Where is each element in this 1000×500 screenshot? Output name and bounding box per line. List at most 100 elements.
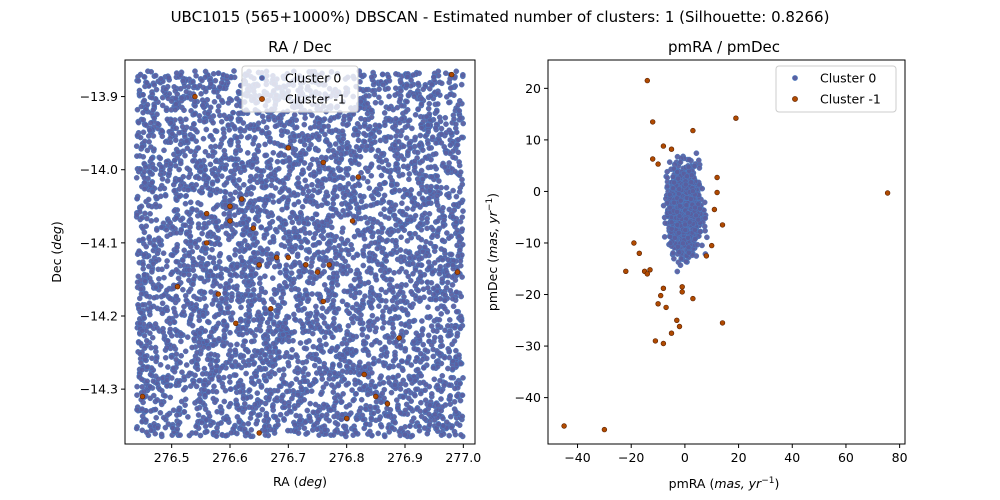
cluster-0-point [439, 342, 446, 349]
cluster-0-point [172, 162, 179, 169]
cluster-0-point [383, 258, 390, 264]
cluster-0-point [394, 405, 401, 411]
cluster-0-point [222, 152, 228, 158]
cluster-0-point [267, 138, 273, 145]
cluster-0-point [161, 274, 167, 281]
cluster-0-point [167, 326, 174, 333]
cluster-0-point [361, 130, 367, 137]
cluster-0-point [359, 326, 366, 333]
cluster-0-point [164, 287, 170, 294]
cluster-0-point [327, 407, 334, 413]
cluster-0-point [281, 379, 288, 386]
cluster-0-point [149, 94, 155, 101]
cluster-0-point [316, 291, 323, 298]
cluster-0-point [151, 82, 158, 88]
cluster-0-point [440, 223, 447, 229]
cluster-0-point [213, 363, 220, 370]
cluster-0-point [376, 416, 383, 423]
cluster-0-point [229, 156, 236, 163]
cluster-0-point [309, 330, 316, 337]
cluster-0-point [169, 425, 176, 431]
cluster-0-point [171, 309, 178, 316]
cluster-0-point [245, 186, 252, 192]
cluster-0-point [381, 362, 388, 369]
cluster-0-point [311, 362, 318, 369]
cluster-0-point [430, 364, 437, 371]
cluster-0-point [133, 174, 140, 181]
cluster-0-point [241, 213, 248, 220]
cluster-0-point [183, 238, 189, 245]
cluster-0-point [376, 86, 382, 93]
cluster-0-point [381, 206, 388, 213]
cluster-0-point [141, 271, 148, 278]
cluster-0-point [381, 319, 388, 326]
cluster-0-point [256, 280, 263, 287]
cluster-0-point [238, 207, 245, 214]
cluster-0-point [166, 166, 173, 173]
cluster-0-point [331, 115, 338, 121]
cluster-0-point [347, 204, 354, 211]
cluster-0-point [418, 124, 425, 131]
cluster-0-point [357, 192, 364, 199]
cluster-0-point [349, 174, 356, 181]
cluster-0-point [259, 316, 266, 322]
cluster-0-point [204, 318, 211, 325]
cluster-0-point [342, 258, 349, 265]
cluster-0-point [384, 168, 391, 174]
cluster-0-point [210, 259, 217, 266]
cluster-0-point [445, 193, 452, 199]
cluster-0-point [404, 191, 410, 198]
cluster-0-point [428, 164, 434, 170]
cluster-0-point [281, 234, 287, 241]
cluster-0-point [222, 189, 229, 196]
cluster-0-point [276, 349, 282, 355]
cluster-0-point [198, 90, 204, 97]
cluster-0-point [435, 227, 442, 234]
cluster-0-point [431, 376, 438, 383]
cluster-0-point [430, 226, 436, 233]
cluster-0-point [344, 145, 351, 152]
cluster-0-point [459, 413, 466, 420]
cluster-0-point [444, 230, 450, 236]
cluster-0-point [192, 126, 199, 133]
cluster-0-point [185, 187, 191, 193]
cluster-0-point [408, 288, 415, 295]
cluster-0-point [228, 114, 235, 121]
cluster-0-point [261, 235, 268, 241]
cluster-0-point [201, 289, 207, 296]
cluster-0-point [147, 383, 154, 390]
cluster-0-point [222, 164, 228, 171]
cluster-0-point [252, 332, 258, 339]
cluster-0-point [452, 385, 458, 392]
cluster-0-point [141, 345, 148, 352]
cluster-0-point [418, 399, 424, 406]
cluster-0-point [368, 415, 375, 421]
cluster-0-point [152, 321, 159, 327]
cluster-0-point [190, 281, 196, 288]
cluster-0-point [305, 188, 312, 195]
cluster-0-point [196, 329, 203, 336]
cluster-0-point [322, 131, 328, 138]
cluster-0-point [423, 113, 430, 120]
cluster-0-point [339, 201, 345, 207]
cluster-0-point [298, 384, 305, 391]
cluster-0-point [173, 70, 180, 76]
cluster-0-point [286, 338, 292, 345]
cluster-0-point [139, 327, 146, 334]
cluster-0-point [278, 128, 285, 134]
cluster-0-point [386, 267, 393, 274]
cluster-0-point [360, 262, 367, 269]
cluster-0-point [169, 252, 176, 259]
cluster-0-point [227, 191, 234, 198]
cluster-0-point [268, 182, 275, 189]
cluster-0-point [144, 364, 150, 371]
cluster-0-point [378, 99, 384, 106]
cluster-0-point [297, 340, 304, 346]
cluster-0-point [149, 188, 156, 195]
cluster-0-point [207, 132, 214, 139]
cluster-0-point [173, 267, 180, 273]
cluster-0-point [364, 334, 371, 340]
cluster-0-point [283, 175, 289, 181]
cluster-0-point [200, 312, 206, 319]
cluster-0-point [272, 414, 279, 420]
